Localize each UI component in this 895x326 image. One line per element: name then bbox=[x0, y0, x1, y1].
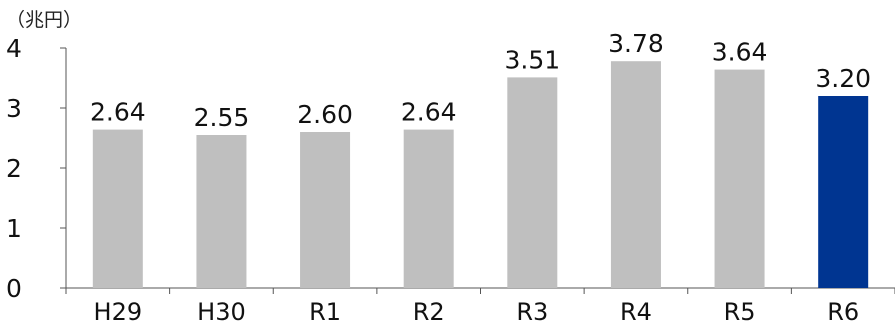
bar-h30 bbox=[196, 135, 247, 288]
bar-r6 bbox=[818, 96, 869, 288]
bar-r2 bbox=[403, 129, 454, 288]
data-label-r1: 2.60 bbox=[297, 100, 353, 129]
x-ticks bbox=[65, 288, 895, 294]
y-ticks: 0 1 2 3 4 bbox=[6, 34, 66, 303]
data-label-r5: 3.64 bbox=[712, 38, 768, 67]
category-label-r1: R1 bbox=[309, 298, 341, 326]
y-tick-label: 1 bbox=[6, 214, 22, 243]
category-labels: H29 H30 R1 R2 R3 R4 R5 R6 bbox=[94, 298, 860, 326]
bar-h29 bbox=[92, 129, 143, 288]
y-tick-label: 2 bbox=[6, 154, 22, 183]
y-tick-label: 3 bbox=[6, 94, 22, 123]
category-label-r3: R3 bbox=[516, 298, 548, 326]
data-label-r6: 3.20 bbox=[815, 64, 871, 93]
data-label-r3: 3.51 bbox=[504, 45, 560, 74]
bar-r3 bbox=[507, 77, 558, 289]
bar-r1 bbox=[300, 132, 351, 288]
category-label-h29: H29 bbox=[94, 298, 143, 326]
data-label-h30: 2.55 bbox=[194, 103, 250, 132]
category-label-h30: H30 bbox=[197, 298, 246, 326]
y-tick-label: 0 bbox=[6, 274, 22, 303]
category-label-r4: R4 bbox=[620, 298, 652, 326]
bar-r4 bbox=[610, 61, 661, 289]
data-labels: 2.64 2.55 2.60 2.64 3.51 3.78 3.64 3.20 bbox=[90, 29, 871, 132]
unit-label: （兆円） bbox=[6, 9, 82, 31]
category-label-r2: R2 bbox=[413, 298, 445, 326]
bar-r5 bbox=[714, 69, 765, 288]
bars bbox=[92, 61, 869, 289]
data-label-h29: 2.64 bbox=[90, 98, 146, 127]
y-tick-label: 4 bbox=[6, 34, 22, 63]
category-label-r6: R6 bbox=[827, 298, 859, 326]
category-label-r5: R5 bbox=[724, 298, 756, 326]
data-label-r4: 3.78 bbox=[608, 29, 664, 58]
data-label-r2: 2.64 bbox=[401, 98, 457, 127]
